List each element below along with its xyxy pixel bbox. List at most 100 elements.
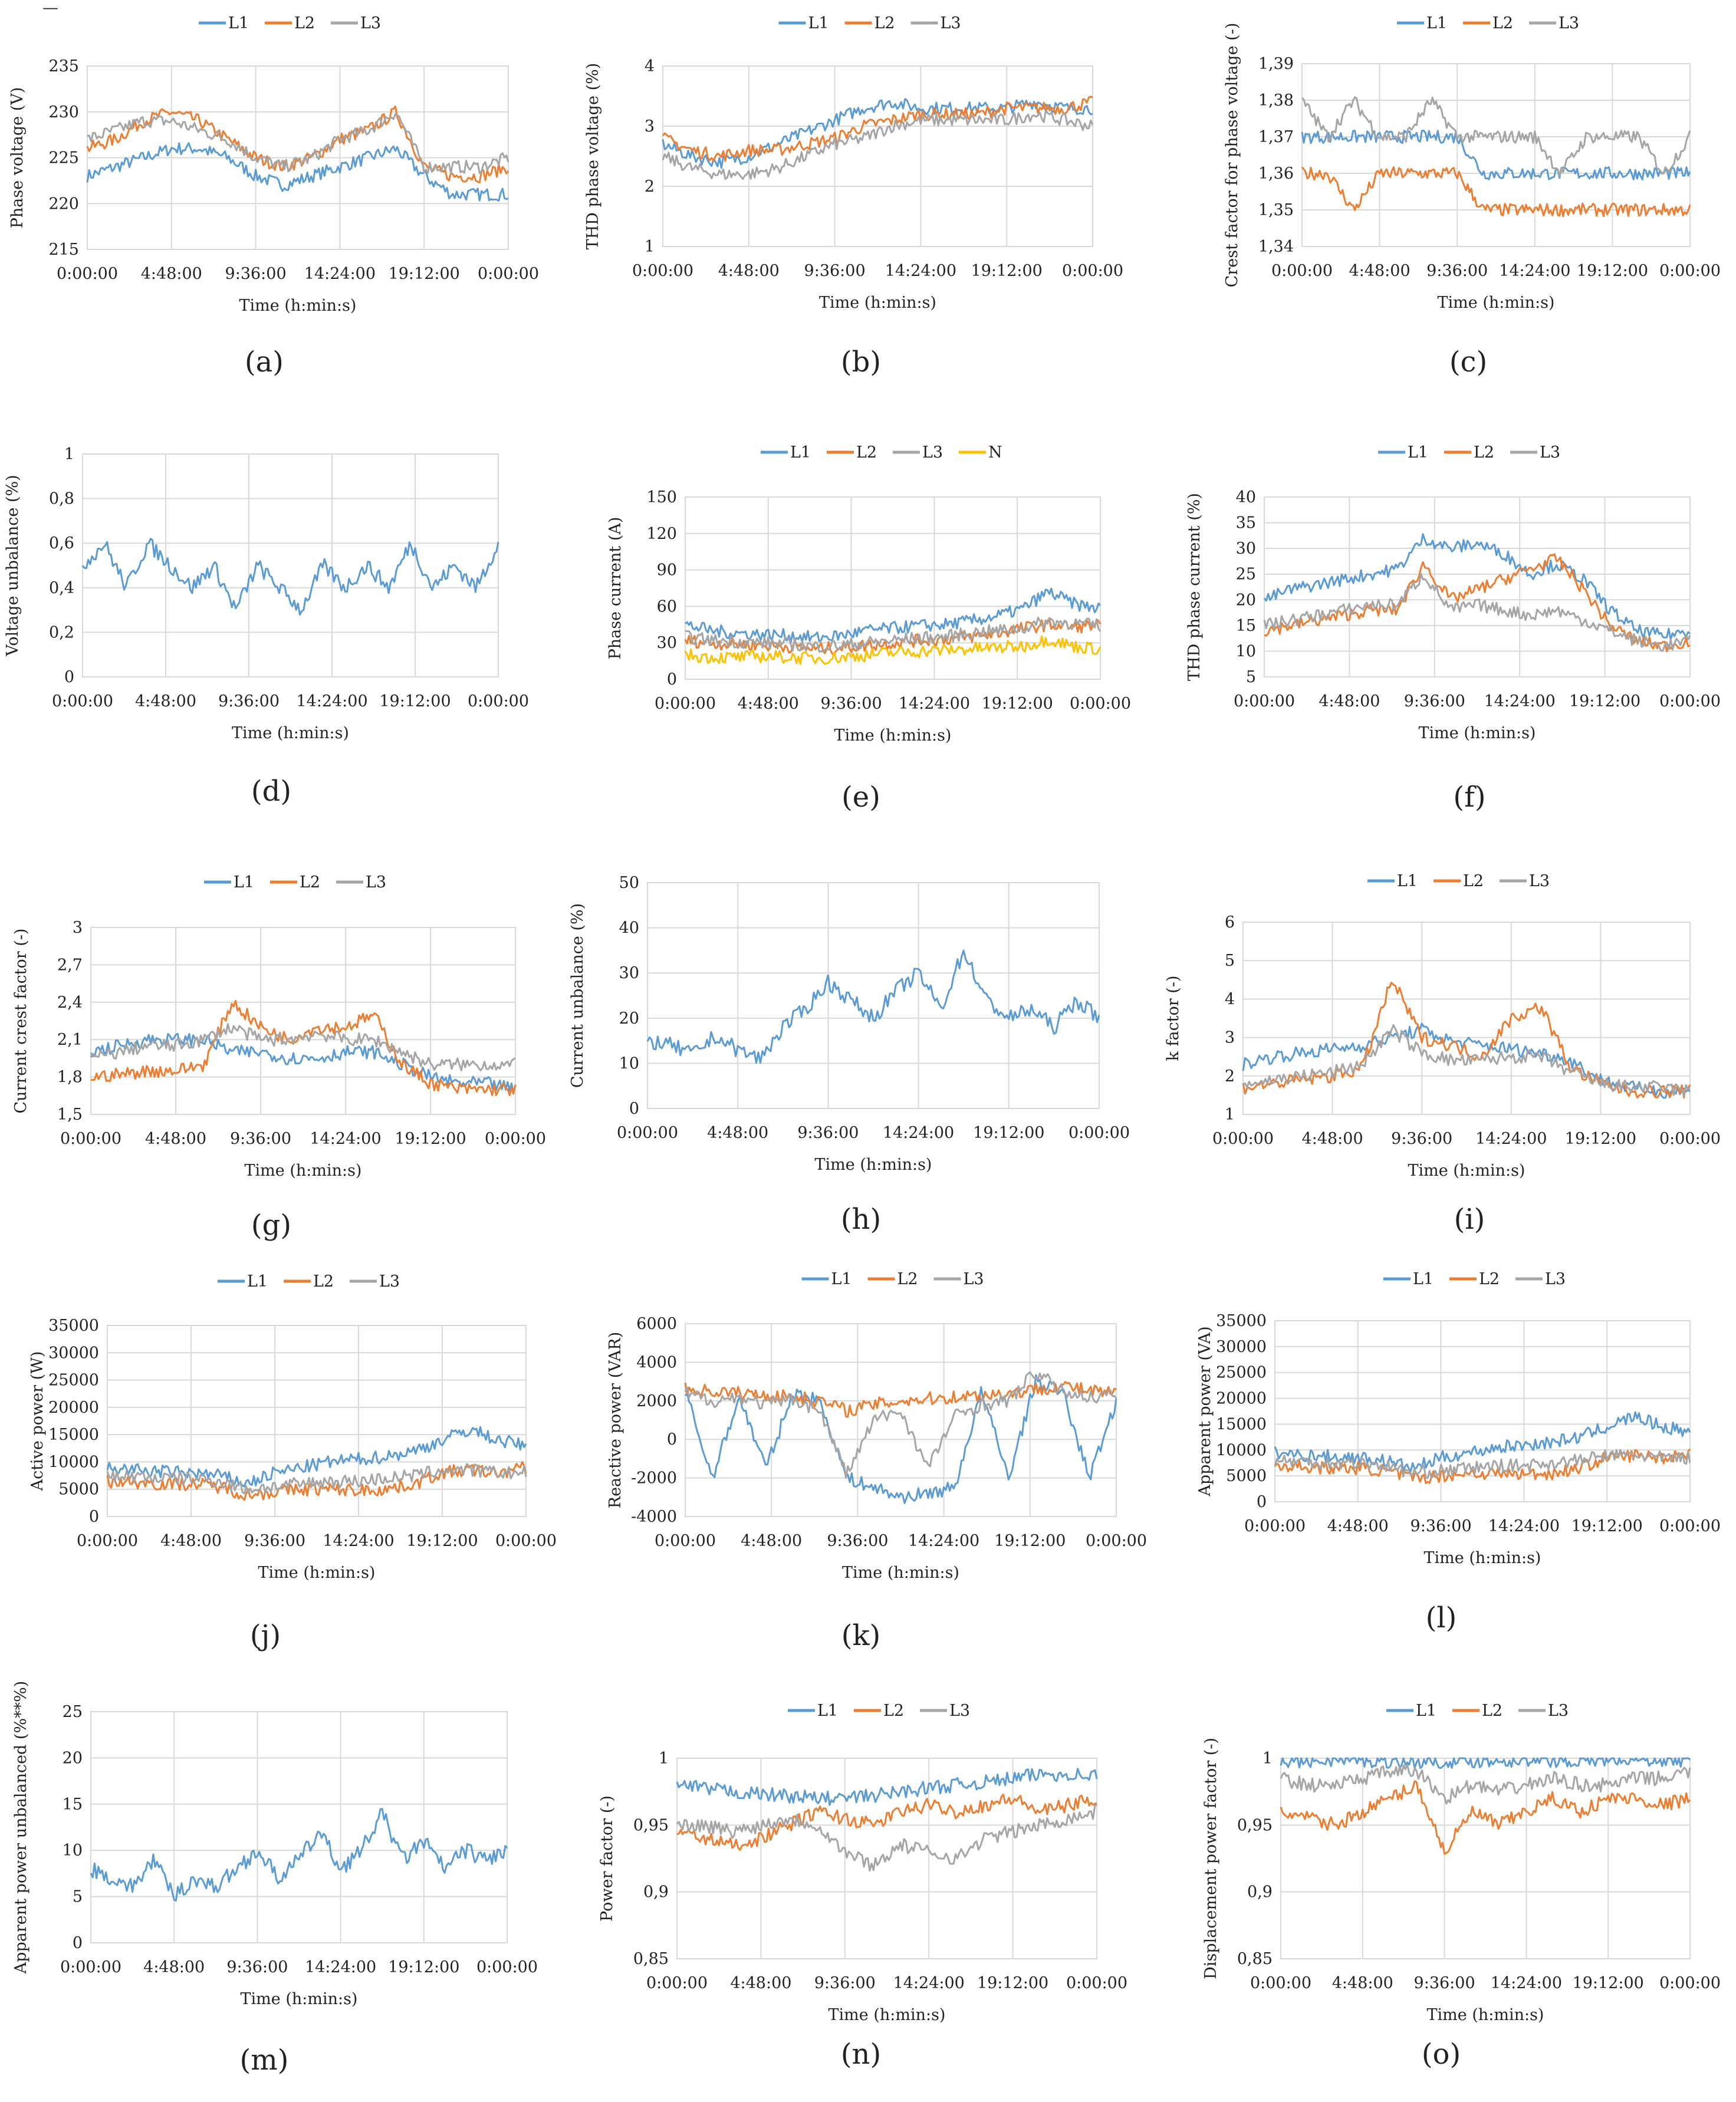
x-tick-label: 0:00:00 — [1068, 1124, 1130, 1142]
legend-entry: L3 — [941, 14, 961, 32]
x-tick-label: 4:48:00 — [707, 1124, 768, 1142]
y-tick-label: 15000 — [48, 1426, 99, 1444]
plot-frame — [90, 927, 516, 1115]
series-line-l1 — [1280, 1757, 1691, 1769]
top-mark: — — [42, 0, 58, 17]
y-tick-label: 1,34 — [1258, 238, 1294, 256]
x-tick-label: 9:36:00 — [1404, 692, 1465, 710]
legend-entry: L2 — [1474, 443, 1494, 462]
legend-entry: L2 — [1463, 872, 1484, 890]
chart-o: 0,85 0,9 0,95 1 0:00:00 4:48:00 9:36:00 14:24:0… — [1202, 1702, 1721, 2071]
y-tick-label: 4 — [645, 57, 655, 75]
legend-entry: L2 — [1482, 1702, 1502, 1720]
y-tick-label: 4000 — [636, 1353, 677, 1371]
y-tick-label: 10 — [63, 1841, 83, 1860]
x-tick-label: 19:12:00 — [1577, 262, 1648, 280]
x-tick-label: 0:00:00 — [617, 1124, 678, 1142]
legend-entry: L2 — [294, 14, 315, 32]
x-tick-label: 14:24:00 — [1475, 1130, 1547, 1148]
series-line-l1 — [1263, 533, 1691, 641]
series-line-l2 — [86, 106, 509, 183]
y-tick-label: 5000 — [58, 1481, 99, 1499]
x-tick-label: 14:24:00 — [304, 265, 376, 283]
legend: L1 L2 L3 — [218, 1272, 400, 1291]
y-tick-label: 25 — [63, 1703, 83, 1721]
legend-entry: L3 — [360, 14, 381, 32]
y-tick-label: 0,85 — [633, 1950, 669, 1968]
series-line-l3 — [685, 617, 1102, 653]
y-tick-label: 1,37 — [1258, 128, 1294, 146]
y-tick-label: 5 — [73, 1888, 83, 1906]
y-tick-label: 5 — [1225, 952, 1235, 970]
x-tick-label: 14:24:00 — [310, 1130, 381, 1148]
y-tick-label: 15000 — [1216, 1415, 1267, 1433]
y-tick-label: 20 — [619, 1009, 639, 1028]
x-tick-label: 0:00:00 — [1659, 262, 1721, 280]
y-tick-label: 1 — [659, 1749, 669, 1768]
x-axis-label: Time (h:min:s) — [1408, 1162, 1525, 1180]
x-tick-label: 19:12:00 — [994, 1532, 1066, 1550]
x-tick-label: 4:48:00 — [741, 1532, 802, 1550]
legend-entry: L2 — [1492, 14, 1513, 32]
chart-g: 1,5 1,8 2,1 2,4 2,7 3 0:00:00 4:48:00 9:36:00 14:… — [12, 873, 546, 1242]
series-line-l2 — [1264, 553, 1691, 653]
y-axis-label: Apparent power unbalanced (%**%) — [12, 1681, 30, 1975]
x-tick-label: 19:12:00 — [973, 1124, 1044, 1142]
legend-entry: L1 — [234, 873, 254, 892]
series-line-l1 — [1242, 1022, 1691, 1099]
x-tick-label: 9:36:00 — [1410, 1517, 1472, 1535]
x-axis-label: Time (h:min:s) — [241, 1990, 358, 2008]
x-tick-label: 19:12:00 — [1565, 1130, 1636, 1148]
y-tick-label: 0,95 — [633, 1816, 669, 1834]
y-tick-label: 5 — [1246, 668, 1256, 686]
x-tick-label: 14:24:00 — [1488, 1517, 1560, 1535]
legend-entry: L1 — [817, 1702, 838, 1720]
x-tick-label: 4:48:00 — [1302, 1130, 1363, 1148]
x-tick-label: 19:12:00 — [379, 692, 451, 710]
y-tick-label: 25000 — [48, 1371, 99, 1390]
y-tick-label: 25000 — [1216, 1364, 1267, 1382]
y-tick-label: 2 — [1225, 1067, 1235, 1085]
plot-frame — [1242, 922, 1691, 1115]
legend: L1 L2 L3 — [199, 14, 381, 32]
y-tick-label: 15 — [1236, 617, 1256, 635]
y-tick-label: 0,8 — [49, 490, 74, 508]
x-tick-label: 0:00:00 — [1066, 1974, 1127, 1992]
y-tick-label: 2 — [645, 177, 655, 196]
legend-entry: L1 — [1416, 1702, 1436, 1720]
x-axis-label: Time (h:min:s) — [258, 1564, 376, 1582]
x-tick-label: 19:12:00 — [388, 1958, 459, 1976]
x-tick-label: 0:00:00 — [495, 1532, 557, 1550]
legend: L1 L2 L3 — [801, 1270, 984, 1288]
x-tick-label: 19:12:00 — [977, 1974, 1048, 1992]
y-tick-label: 3 — [73, 919, 83, 937]
x-tick-label: 4:48:00 — [141, 265, 202, 283]
legend-entry: L1 — [831, 1270, 852, 1288]
series-line-l3 — [684, 1371, 1117, 1479]
x-tick-label: 9:36:00 — [797, 1124, 859, 1142]
x-tick-label: 19:12:00 — [971, 262, 1043, 280]
legend-entry: L3 — [1548, 1702, 1569, 1720]
x-axis-label: Time (h:min:s) — [828, 2006, 946, 2024]
x-tick-label: 0:00:00 — [632, 262, 693, 280]
x-tick-label: 4:48:00 — [1332, 1974, 1393, 1992]
y-tick-label: 3 — [645, 117, 655, 136]
y-tick-label: 220 — [48, 195, 79, 213]
series-line-l2 — [676, 1794, 1097, 1851]
plot-frame — [1274, 1320, 1691, 1502]
x-tick-label: 0:00:00 — [57, 265, 118, 283]
panel-caption: (l) — [1426, 1601, 1457, 1634]
legend-entry: L2 — [313, 1272, 334, 1291]
plot-frame — [1280, 1758, 1691, 1959]
y-tick-label: 10000 — [1216, 1441, 1267, 1459]
y-tick-label: 60 — [657, 597, 677, 616]
x-tick-label: 9:36:00 — [230, 1130, 291, 1148]
x-axis-label: Time (h:min:s) — [1438, 294, 1555, 312]
x-tick-label: 14:24:00 — [323, 1532, 394, 1550]
legend: L1 L2 L3 — [204, 873, 386, 892]
x-tick-label: 19:12:00 — [982, 695, 1053, 713]
y-tick-label: 2,4 — [57, 994, 83, 1012]
x-tick-label: 9:36:00 — [244, 1532, 305, 1550]
plot-frame — [662, 65, 1093, 247]
series-line-l3 — [1263, 573, 1691, 652]
